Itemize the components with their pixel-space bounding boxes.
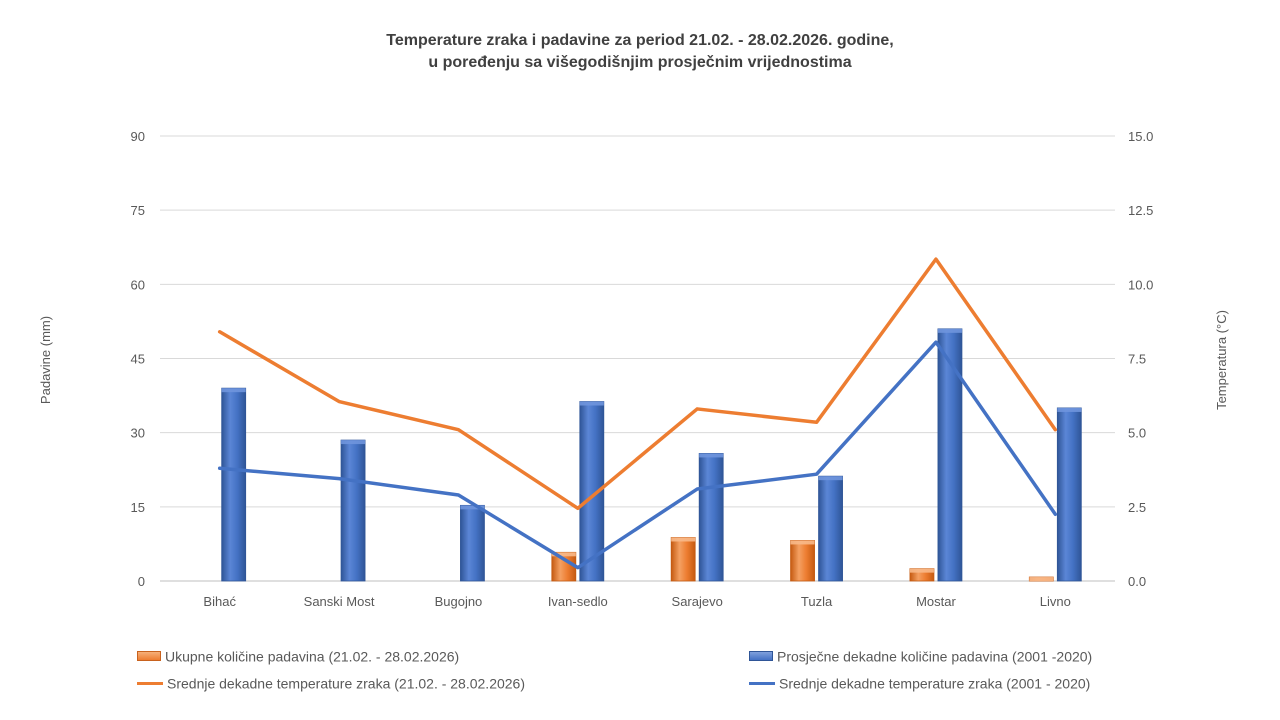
bar-cap-precip-avg <box>460 505 485 510</box>
y-tick-left: 30 <box>131 426 145 441</box>
left-axis-ticks: 0 15 30 45 60 75 90 <box>131 129 145 589</box>
x-tick-label: Sanski Most <box>304 594 375 609</box>
legend-item-temp-avg: Srednje dekadne temperature zraka (2001 … <box>749 674 1090 691</box>
y-tick-left: 90 <box>131 129 145 144</box>
x-tick-label: Livno <box>1040 594 1071 609</box>
line-temp-2026 <box>217 257 1058 511</box>
legend-swatch-blue-bar <box>749 651 773 662</box>
bar-cap-precip-2026 <box>551 552 576 557</box>
y-tick-left: 45 <box>131 352 145 367</box>
bar-precip-avg <box>818 475 843 582</box>
y-tick-right: 2.5 <box>1128 500 1146 515</box>
legend-item-temp-2026: Srednje dekadne temperature zraka (21.02… <box>137 674 525 691</box>
x-tick-label: Ivan-sedlo <box>548 594 608 609</box>
bar-cap-precip-avg <box>221 388 246 393</box>
x-tick-label: Tuzla <box>801 594 833 609</box>
bar-cap-precip-2026 <box>671 537 696 542</box>
legend-swatch-blue-line <box>749 681 775 685</box>
chart-title-line2: u poređenju sa višegodišnjim prosječnim … <box>428 54 852 71</box>
y-tick-right: 15.0 <box>1128 129 1153 144</box>
legend-item-precip-avg: Prosječne dekadne količine padavina (200… <box>749 647 1092 664</box>
bar-precip-avg <box>340 439 366 582</box>
bar-cap-precip-avg <box>1057 407 1082 412</box>
legend-label: Ukupne količine padavina (21.02. - 28.02… <box>165 648 460 665</box>
lines <box>217 257 1058 570</box>
y-axis-right-label: Temperatura (°C) <box>1214 310 1229 410</box>
y-tick-right: 7.5 <box>1128 352 1146 367</box>
legend-label: Srednje dekadne temperature zraka (2001 … <box>779 675 1091 692</box>
bar-cap-precip-avg <box>699 453 724 458</box>
bar-precip-avg <box>937 328 963 582</box>
y-axis-left-label: Padavine (mm) <box>38 316 53 404</box>
gridlines <box>160 135 1115 582</box>
bar-cap-precip-2026 <box>909 568 934 573</box>
y-tick-right: 5.0 <box>1128 426 1146 441</box>
category-labels: Bihać Sanski Most Bugojno Ivan-sedlo Sarajev… <box>203 594 1070 609</box>
bar-cap-precip-2026 <box>1029 577 1054 581</box>
bar-cap-precip-2026 <box>790 540 815 545</box>
x-tick-label: Sarajevo <box>672 594 723 609</box>
x-tick-label: Mostar <box>916 594 956 609</box>
legend-label: Prosječne dekadne količine padavina (200… <box>777 648 1093 665</box>
chart-title: Temperature zraka i padavine za period 2… <box>0 30 1280 74</box>
legend-label: Srednje dekadne temperature zraka (21.02… <box>167 675 526 692</box>
bar-precip-avg <box>460 504 485 582</box>
bar-cap-precip-avg <box>818 476 843 481</box>
y-tick-left: 15 <box>131 500 145 515</box>
right-axis-ticks: 0.0 2.5 5.0 7.5 10.0 12.5 15.0 <box>1128 129 1153 589</box>
legend-item-precip-2026: Ukupne količine padavina (21.02. - 28.02… <box>137 647 459 664</box>
legend-swatch-orange-line <box>137 681 163 685</box>
line-temp-avg <box>217 340 1058 570</box>
bar-cap-precip-avg <box>341 440 366 445</box>
bar-precip-avg <box>698 453 724 582</box>
bar-cap-precip-avg <box>579 401 604 406</box>
bar-precip-avg <box>221 387 247 582</box>
bar-precip-avg <box>1056 407 1082 582</box>
chart-title-line1: Temperature zraka i padavine za period 2… <box>386 32 894 49</box>
x-tick-label: Bihać <box>203 594 236 609</box>
bar-precip-2026 <box>551 551 577 582</box>
x-tick-label: Bugojno <box>435 594 483 609</box>
bar-precip-2026 <box>670 537 696 582</box>
y-tick-right: 0.0 <box>1128 574 1146 589</box>
legend-swatch-orange-bar <box>137 651 161 662</box>
y-tick-right: 10.0 <box>1128 277 1153 292</box>
y-tick-right: 12.5 <box>1128 203 1153 218</box>
bar-precip-2026 <box>790 540 815 582</box>
y-tick-left: 75 <box>131 203 145 218</box>
y-tick-left: 60 <box>131 277 145 292</box>
bars <box>221 328 1082 582</box>
bar-cap-precip-avg <box>937 328 962 333</box>
y-tick-left: 0 <box>138 574 145 589</box>
